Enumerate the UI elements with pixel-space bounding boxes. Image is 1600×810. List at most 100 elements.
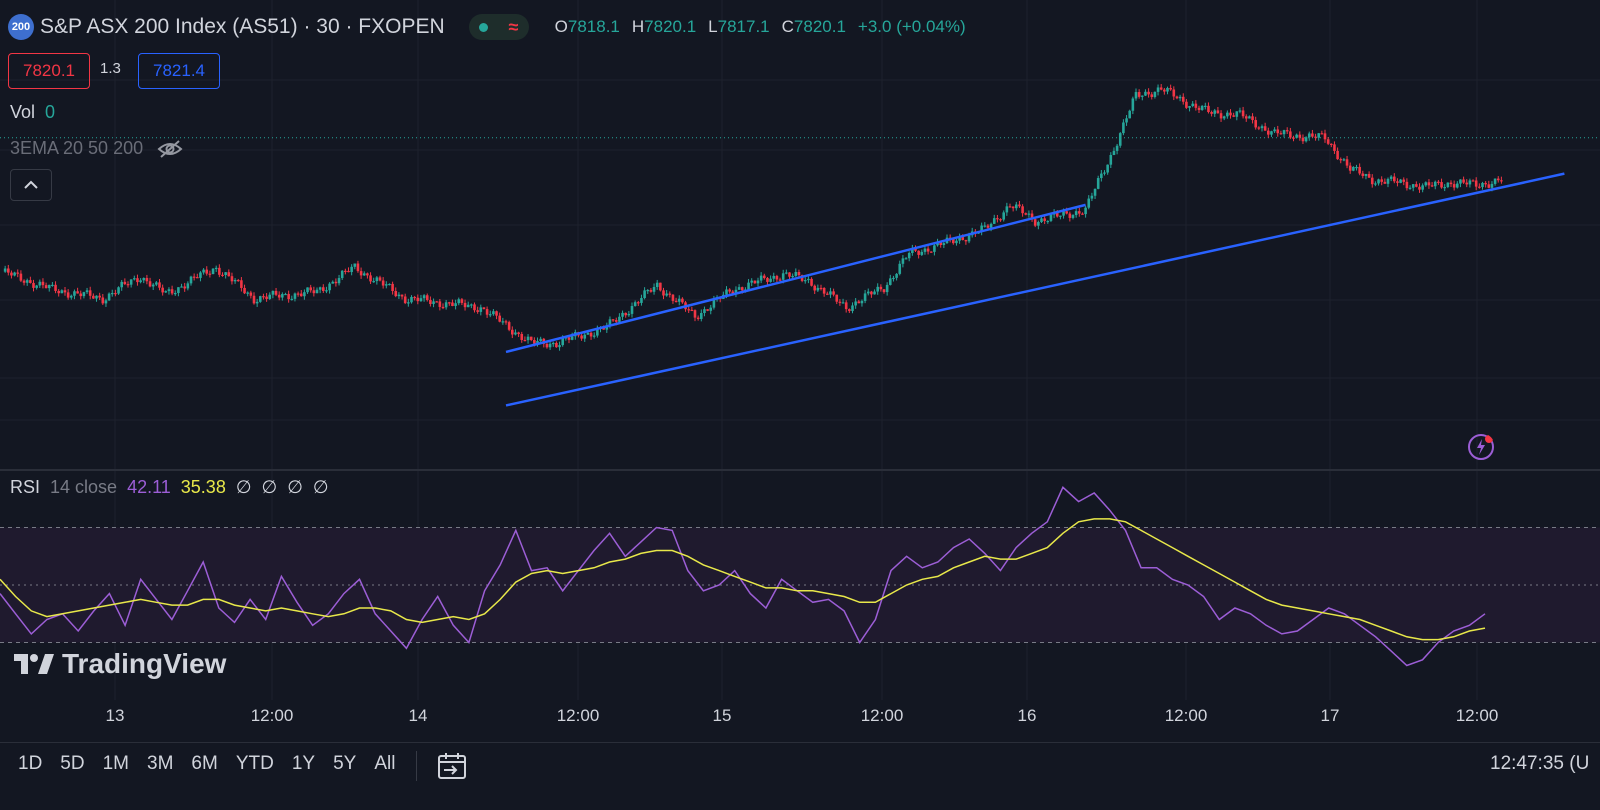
candle-body <box>1084 207 1087 215</box>
candle-body <box>1008 206 1012 208</box>
range-1y-button[interactable]: 1Y <box>291 753 316 774</box>
candle-body <box>1270 131 1273 135</box>
candle-body <box>627 313 631 316</box>
rsi-extra-4: ∅ <box>312 477 329 497</box>
time-tick: 14 <box>408 706 428 725</box>
candle-body <box>803 280 807 282</box>
candle-body <box>1049 214 1053 221</box>
candle-body <box>211 268 215 275</box>
candle-body <box>189 276 193 284</box>
time-axis[interactable]: 13 12:00 14 12:00 15 12:00 16 12:00 17 1… <box>0 700 1600 730</box>
candle-body <box>151 284 155 287</box>
candle-body <box>1493 178 1497 184</box>
candle-body <box>429 299 432 304</box>
candle-body <box>1355 166 1358 169</box>
rsi-legend[interactable]: RSI 14 close 42.11 35.38 ∅ ∅ ∅ ∅ <box>10 477 329 498</box>
candle-body <box>1418 186 1421 190</box>
candle-body <box>82 292 86 297</box>
candle-body <box>939 242 942 245</box>
candle-body <box>233 279 237 282</box>
range-5d-button[interactable]: 5D <box>60 753 85 774</box>
candle-body <box>1175 96 1179 99</box>
candle-body <box>778 279 782 281</box>
candle-body <box>539 338 542 342</box>
candle-body <box>1380 179 1383 182</box>
candle-body <box>196 277 199 279</box>
candle-body <box>281 294 284 298</box>
candle-body <box>1402 179 1406 182</box>
candle-body <box>488 314 492 316</box>
clock-timezone[interactable]: 12:47:35 (U <box>1490 753 1590 774</box>
candle-body <box>1018 204 1021 207</box>
candle-body <box>16 272 20 274</box>
volume-value: 0 <box>45 102 56 122</box>
candle-body <box>224 272 227 275</box>
symbol-title[interactable]: S&P ASX 200 Index (AS51) · 30 · FXOPEN <box>40 15 445 38</box>
candle-body <box>1222 116 1226 119</box>
candle-body <box>1002 212 1005 220</box>
range-all-button[interactable]: All <box>374 753 396 774</box>
candle-body <box>1226 112 1229 117</box>
chart-canvas[interactable] <box>0 0 1600 790</box>
candle-body <box>734 289 738 294</box>
candle-body <box>892 277 895 280</box>
trendline <box>505 172 1565 407</box>
time-tick: 12:00 <box>1164 706 1208 725</box>
candle-body <box>1131 98 1135 111</box>
market-status-pill[interactable]: ≈ <box>468 14 529 40</box>
candle-body <box>501 321 505 323</box>
candle-body <box>1279 133 1283 135</box>
candle-body <box>47 284 51 289</box>
symbol-logo-badge[interactable]: 200 <box>8 14 34 40</box>
candle-body <box>340 270 344 279</box>
candle-body <box>551 342 555 345</box>
candle-body <box>866 291 870 294</box>
candle-body <box>63 290 67 293</box>
candle-body <box>1352 166 1355 171</box>
range-ytd-button[interactable]: YTD <box>235 753 274 774</box>
range-3m-button[interactable]: 3M <box>147 753 174 774</box>
candle-body <box>1093 188 1097 196</box>
spread-value: 1.3 <box>100 60 121 77</box>
tradingview-logo[interactable]: TradingView <box>14 648 226 680</box>
goto-date-calendar-icon[interactable] <box>436 751 468 781</box>
buy-button[interactable]: 7821.4 <box>138 53 220 89</box>
candle-body <box>731 291 735 294</box>
range-1m-button[interactable]: 1M <box>102 753 129 774</box>
candle-body <box>514 332 517 335</box>
candle-body <box>1478 186 1481 188</box>
range-6m-button[interactable]: 6M <box>191 753 218 774</box>
candle-body <box>580 335 583 339</box>
trendlines[interactable] <box>505 172 1565 407</box>
candle-body <box>1330 143 1333 146</box>
rsi-name: RSI <box>10 477 41 497</box>
candle-body <box>1062 211 1065 216</box>
candle-body <box>999 219 1002 221</box>
candle-body <box>120 281 123 288</box>
hidden-eye-icon[interactable] <box>157 139 183 159</box>
candle-body <box>473 304 476 311</box>
candle-body <box>1471 180 1475 182</box>
candle-body <box>1109 155 1113 165</box>
candle-body <box>1304 137 1308 142</box>
candle-body <box>148 281 152 287</box>
candle-body <box>605 326 609 330</box>
collapse-legend-button[interactable] <box>10 169 52 201</box>
rsi-value: 42.11 <box>127 477 171 497</box>
candle-body <box>737 287 741 290</box>
ema-legend[interactable]: 3EMA 20 50 200 <box>10 138 183 159</box>
candle-body <box>511 329 514 335</box>
volume-legend[interactable]: Vol 0 <box>10 102 55 123</box>
candle-body <box>164 291 168 293</box>
lightning-alert-icon[interactable] <box>1467 433 1495 461</box>
ema-label: 3EMA 20 50 200 <box>10 138 144 158</box>
candle-body <box>88 290 92 296</box>
candle-body <box>964 240 968 242</box>
range-1d-button[interactable]: 1D <box>18 753 43 774</box>
sell-button[interactable]: 7820.1 <box>8 53 90 89</box>
candle-body <box>1248 116 1251 119</box>
range-5y-button[interactable]: 5Y <box>333 753 357 774</box>
candle-body <box>712 299 716 308</box>
candle-body <box>394 291 398 297</box>
candle-body <box>403 296 407 304</box>
